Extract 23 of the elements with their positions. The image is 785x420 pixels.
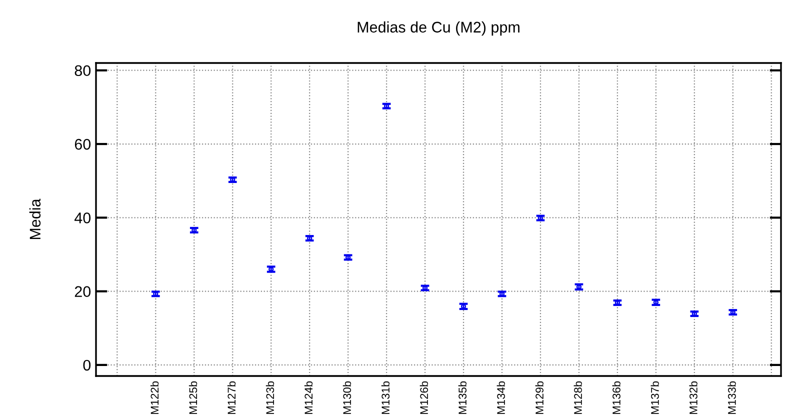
y-tick-label: 80 [74, 65, 91, 76]
x-tick-label: M130b [342, 381, 352, 414]
x-tick-label: M135b [458, 381, 466, 414]
y-tick-label: 0 [83, 360, 91, 371]
x-tick-label: M133b [728, 381, 736, 414]
chart-title: Medias de Cu (M2) ppm [358, 21, 520, 36]
x-tick-label: M123b [266, 381, 274, 414]
x-tick-label: M137b [650, 381, 659, 414]
x-tick-label: M134b [496, 381, 505, 414]
y-axis-title: Media [29, 198, 41, 240]
x-tick-label: M125b [188, 381, 198, 414]
x-tick-label: M127b [227, 381, 236, 414]
y-tick-label: 60 [74, 138, 91, 150]
x-tick-label: M122b [150, 381, 159, 414]
x-tick-label: M131b [381, 381, 390, 414]
x-tick-label: M128b [574, 381, 582, 414]
y-tick-label: 40 [74, 212, 91, 224]
y-tick-label: 20 [74, 286, 91, 297]
x-tick-label: M132b [689, 381, 698, 414]
x-tick-label: M126b [420, 381, 428, 414]
x-tick-label: M129b [535, 381, 544, 414]
x-tick-label: M124b [304, 381, 313, 414]
x-tick-label: M136b [612, 381, 620, 414]
